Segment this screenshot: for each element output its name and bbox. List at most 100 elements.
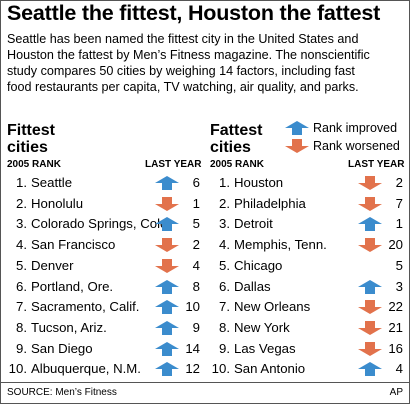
fattest-city: Las Vegas: [234, 340, 296, 356]
fittest-last-year: 5: [192, 216, 200, 232]
arrow-up-icon: [358, 362, 382, 377]
fattest-city: New Orleans: [234, 299, 311, 315]
fittest-row: 1. Seattle 6: [5, 173, 205, 193]
arrow-down-icon: [358, 320, 382, 335]
fittest-rank: 6.: [16, 278, 27, 294]
intro-text: Seattle has been named the fittest city …: [7, 31, 407, 95]
rank-worsened-mark: [155, 196, 179, 211]
rank-improved-mark: [155, 341, 179, 356]
fattest-row: 8. New York 21: [208, 318, 408, 338]
arrow-up-icon: [155, 320, 179, 335]
fittest-city: Honolulu: [31, 195, 84, 211]
fittest-row: 6. Portland, Ore. 8: [5, 277, 205, 297]
arrow-up-icon: [358, 217, 382, 232]
intro-line: Houston the fattest by Men’s Fitness mag…: [7, 48, 370, 62]
fattest-last-year: 7: [395, 195, 403, 211]
fittest-rank: 7.: [16, 299, 27, 315]
rank-improved-mark: [155, 300, 179, 315]
rank-improved-mark: [358, 217, 382, 232]
fittest-last-year: 2: [192, 237, 200, 253]
fattest-row: 9. Las Vegas 16: [208, 339, 408, 359]
fittest-last-year: 1: [192, 195, 200, 211]
fattest-title: Fattest cities: [210, 122, 262, 156]
fittest-row: 7. Sacramento, Calif. 10: [5, 297, 205, 317]
fattest-rank: 9.: [219, 340, 230, 356]
fattest-rank: 7.: [219, 299, 230, 315]
rank-worsened-mark: [358, 341, 382, 356]
arrow-down-icon: [358, 238, 382, 253]
fattest-city: Chicago: [234, 257, 283, 273]
fittest-rank: 9.: [16, 340, 27, 356]
intro-line: study compares 50 cities by weighing 14 …: [7, 64, 355, 78]
fattest-title-line: Fattest: [210, 122, 263, 139]
arrow-down-icon: [285, 139, 309, 153]
fittest-rank: 8.: [16, 319, 27, 335]
fattest-last-year: 2: [395, 175, 403, 190]
rank-improved-mark: [155, 217, 179, 232]
fattest-last-year: 5: [395, 257, 403, 273]
fittest-city: Albuquerque, N.M.: [31, 361, 141, 377]
fittest-city: Sacramento, Calif.: [31, 299, 140, 315]
fittest-row: 4. San Francisco 2: [5, 235, 205, 255]
fittest-city: San Francisco: [31, 237, 116, 253]
fattest-city: Memphis, Tenn.: [234, 237, 327, 253]
fattest-city: Houston: [234, 175, 284, 190]
fittest-rank-header: 2005 RANK: [7, 159, 61, 170]
arrow-up-icon: [155, 176, 179, 190]
fattest-city: Philadelphia: [234, 195, 306, 211]
fittest-city: San Diego: [31, 340, 93, 356]
arrow-down-icon: [358, 300, 382, 315]
source-note: SOURCE: Men’s Fitness: [7, 387, 117, 398]
fittest-row: 10. Albuquerque, N.M. 12: [5, 359, 205, 379]
arrow-up-icon: [155, 279, 179, 294]
fattest-rank: 8.: [219, 319, 230, 335]
arrow-down-icon: [358, 176, 382, 190]
fattest-last-year: 21: [388, 319, 403, 335]
fattest-row: 4. Memphis, Tenn. 20: [208, 235, 408, 255]
fittest-last-year: 6: [192, 175, 200, 190]
legend-improved-label: Rank improved: [313, 121, 398, 135]
fittest-title-line: Fittest: [7, 122, 55, 139]
fattest-last-year: 16: [388, 340, 403, 356]
fattest-row: 10. San Antonio 4: [208, 359, 408, 379]
rank-improved-mark: [155, 176, 179, 190]
fattest-city: San Antonio: [234, 361, 306, 377]
arrow-up-icon: [358, 279, 382, 294]
fattest-last-year: 20: [388, 237, 403, 253]
fattest-last-year: 4: [395, 361, 403, 377]
rank-improved-mark: [358, 279, 382, 294]
arrow-up-icon: [155, 300, 179, 315]
fittest-city: Tucson, Ariz.: [31, 319, 107, 335]
arrow-down-icon: [358, 341, 382, 356]
rank-worsened-mark: [358, 196, 382, 211]
fattest-last-year: 3: [395, 278, 403, 294]
fattest-row: 3. Detroit 1: [208, 214, 408, 234]
fattest-row: 2. Philadelphia 7: [208, 194, 408, 214]
fattest-rank: 4.: [219, 237, 230, 253]
fittest-city: Portland, Ore.: [31, 278, 114, 294]
arrow-up-icon: [155, 217, 179, 232]
fattest-rank: 3.: [219, 216, 230, 232]
fittest-row: 8. Tucson, Ariz. 9: [5, 318, 205, 338]
rank-improved-mark: [155, 362, 179, 377]
fittest-last-year: 10: [185, 299, 200, 315]
fittest-row: 9. San Diego 14: [5, 339, 205, 359]
fattest-row: 6. Dallas 3: [208, 277, 408, 297]
fattest-title-line: cities: [210, 139, 251, 156]
fattest-row: 1. Houston 2: [208, 173, 408, 193]
rank-worsened-mark: [358, 300, 382, 315]
fattest-city: New York: [234, 319, 290, 335]
fittest-rank: 10.: [8, 361, 27, 377]
rank-improved-mark: [155, 320, 179, 335]
fattest-last-year: 1: [395, 216, 403, 232]
fattest-rank: 6.: [219, 278, 230, 294]
fattest-row: 5. Chicago 5: [208, 256, 408, 276]
fittest-city: Seattle: [31, 175, 73, 190]
fittest-last-year: 8: [192, 278, 200, 294]
fittest-last-year: 12: [185, 361, 200, 377]
footer-divider: [1, 382, 409, 383]
rank-worsened-mark: [358, 238, 382, 253]
fittest-last-year: 4: [192, 257, 200, 273]
rank-worsened-mark: [358, 176, 382, 190]
